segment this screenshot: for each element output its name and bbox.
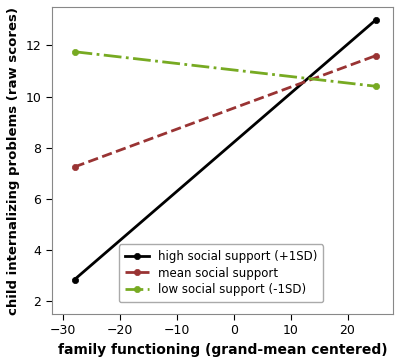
Legend: high social support (+1SD), mean social support, low social support (-1SD): high social support (+1SD), mean social …	[119, 244, 323, 302]
X-axis label: family functioning (grand-mean centered): family functioning (grand-mean centered)	[58, 343, 387, 357]
Y-axis label: child internalizing problems (raw scores): child internalizing problems (raw scores…	[7, 7, 20, 314]
